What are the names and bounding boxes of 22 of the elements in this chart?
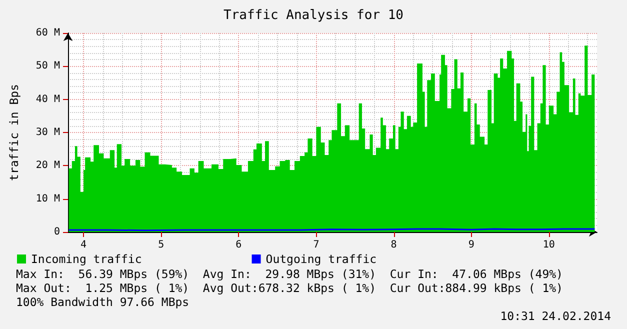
y-tick-label: 20 M: [36, 160, 60, 172]
text: Max In: 56.39 MBps (59%) Avg In: 29.98 MBps (31%) Cur In: 47.06 MBps (49%): [16, 267, 563, 281]
text: 10:31 24.02.2014: [500, 309, 611, 323]
x-tick-label: 9: [468, 240, 474, 250]
x-tick-label: 10: [542, 240, 555, 250]
x-tick-label: 5: [158, 240, 164, 250]
y-tick-label: 0: [54, 226, 60, 238]
x-tick-label: 4: [80, 240, 87, 250]
text: Max Out: 1.25 MBps ( 1%) Avg Out:678.32 kBps ( 1%) Cur Out:884.99 kBps ( 1%): [16, 281, 563, 295]
x-tick-label: 8: [390, 240, 397, 250]
legend-label: Incoming traffic: [31, 252, 142, 266]
text: 100% Bandwidth 97.66 MBps: [16, 295, 190, 309]
x-tick-label: 6: [236, 240, 242, 250]
x-tick-label: 7: [313, 240, 320, 250]
y-tick-label: 60 M: [36, 28, 60, 38]
legend-label: Outgoing traffic: [266, 252, 377, 266]
y-tick-label: 10 M: [36, 193, 60, 204]
y-tick-label: 30 M: [36, 127, 60, 138]
y-tick-label: 50 M: [36, 60, 60, 72]
y-tick-label: 40 M: [36, 94, 60, 105]
y-axis-title: traffic in Bps: [7, 84, 21, 181]
chart-title: Traffic Analysis for 10: [223, 8, 404, 23]
